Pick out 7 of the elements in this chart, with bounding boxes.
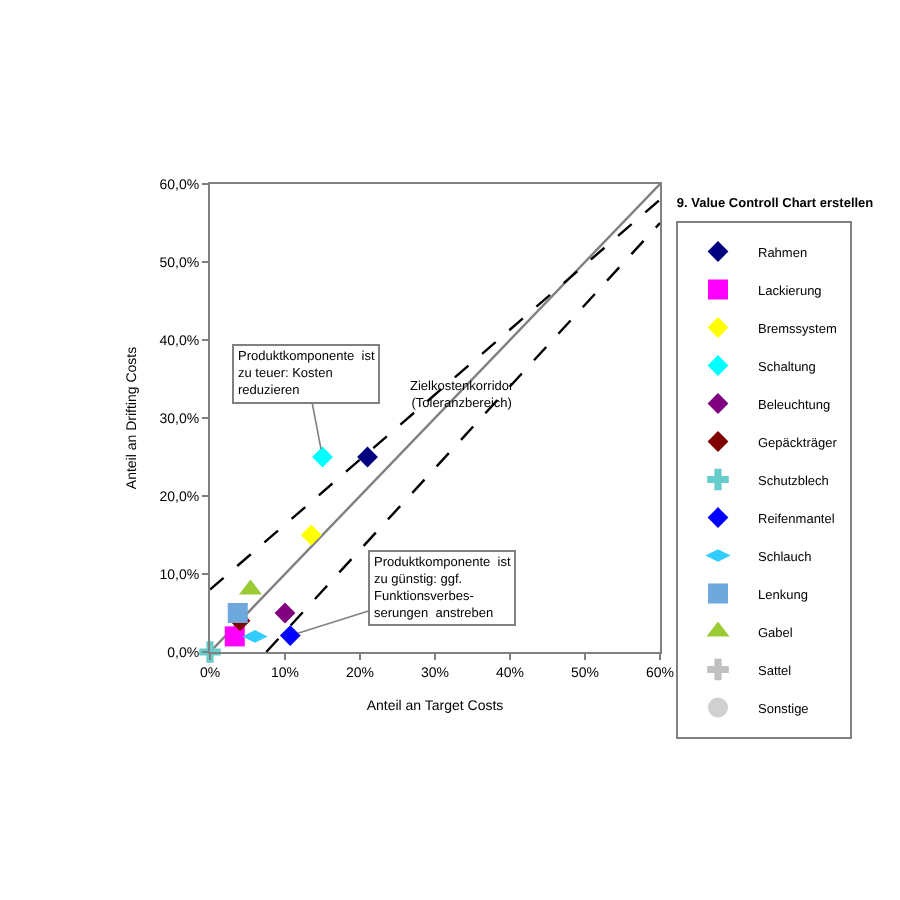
point: [227, 603, 248, 623]
point: [357, 446, 378, 468]
point: [274, 602, 296, 624]
point: [279, 625, 301, 647]
point: [300, 524, 322, 546]
point: [224, 626, 245, 647]
point: [312, 446, 333, 468]
